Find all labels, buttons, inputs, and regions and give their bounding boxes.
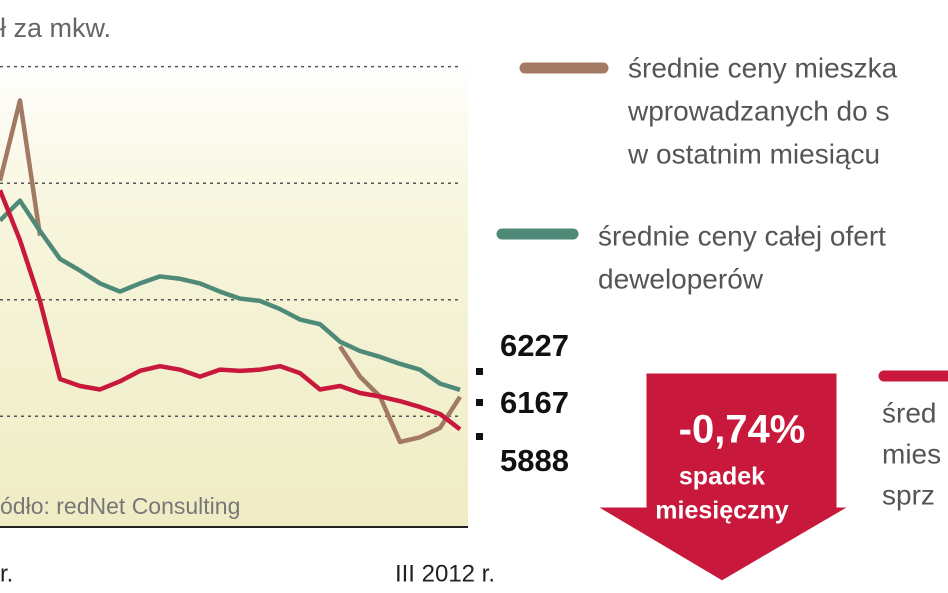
- series-line: [0, 189, 462, 432]
- legend-label: mies: [882, 438, 941, 469]
- legend-label: średnie ceny całej ofert: [598, 220, 886, 251]
- legend-label: śred: [882, 397, 936, 428]
- x-tick-label: III 2012 r.: [395, 560, 495, 587]
- plot-area: [0, 55, 468, 527]
- end-value-label: 5888: [500, 443, 569, 478]
- change-value: -0,74%: [679, 408, 806, 452]
- series-line: [0, 98, 462, 445]
- x-tick-label: r.: [0, 560, 13, 587]
- end-marker: [476, 368, 483, 375]
- end-value-label: 6167: [500, 385, 569, 420]
- chart-title: ł za mkw.: [0, 13, 111, 43]
- legend-label: wprowadzanych do s: [627, 95, 889, 126]
- end-marker: [476, 433, 483, 440]
- change-arrow: -0,74% spadek miesięczny: [588, 370, 858, 584]
- legend-label: w ostatnim miesiącu: [627, 138, 880, 169]
- arrow-shape: [588, 370, 858, 584]
- series-line: [0, 198, 461, 392]
- change-label: miesięczny: [655, 497, 789, 525]
- legend-label: deweloperów: [598, 263, 764, 294]
- legend-label: średnie ceny mieszka: [628, 52, 898, 83]
- source: ódło: redNet Consulting: [0, 493, 240, 519]
- end-value-label: 6227: [500, 328, 569, 363]
- change-label: spadek: [679, 463, 765, 491]
- end-marker: [476, 399, 483, 406]
- legend-label: sprz: [882, 479, 935, 510]
